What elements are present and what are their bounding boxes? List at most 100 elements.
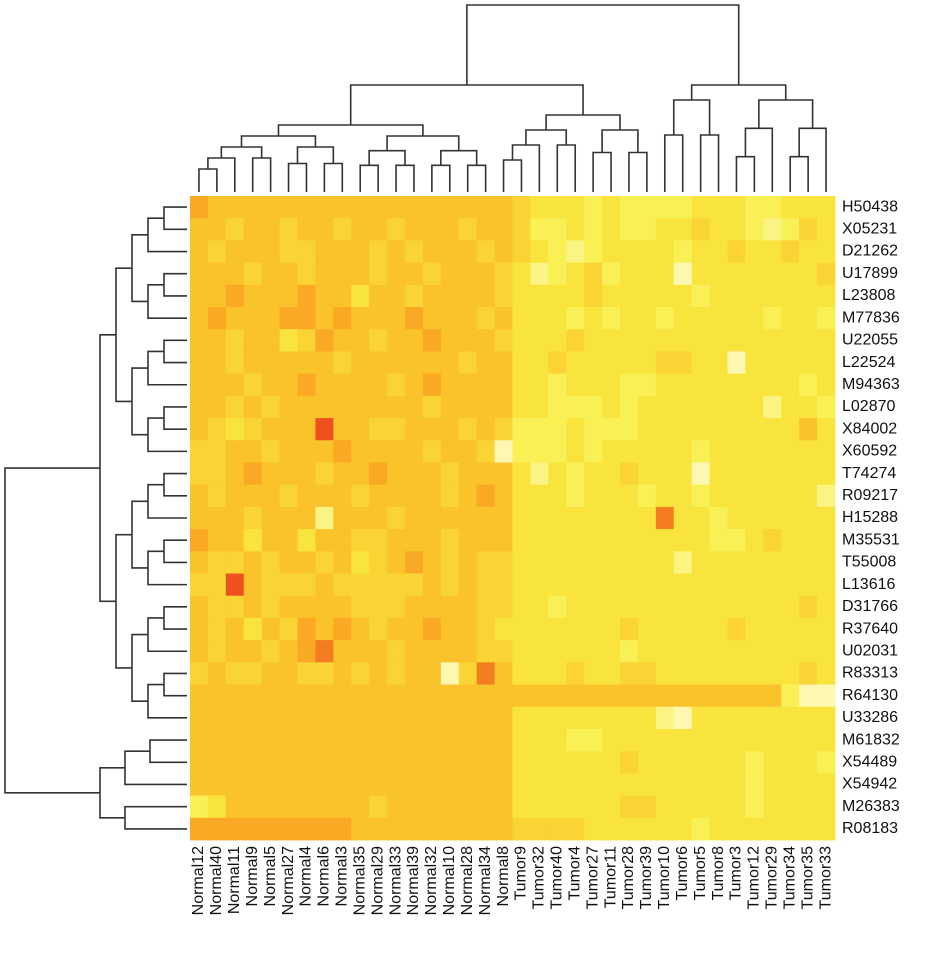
heatmap-cell — [440, 617, 460, 641]
heatmap-cell — [530, 329, 549, 352]
heatmap-cell — [799, 706, 818, 730]
heatmap-cell — [691, 484, 710, 508]
heatmap-cell — [351, 551, 370, 574]
heatmap-cell — [279, 817, 298, 841]
heatmap-cell — [548, 462, 567, 486]
heatmap-cell — [333, 307, 352, 330]
heatmap-cell — [351, 595, 370, 619]
heatmap-cell — [602, 684, 621, 708]
heatmap-cell — [691, 462, 710, 486]
heatmap-cell — [602, 595, 621, 619]
heatmap-cell — [405, 795, 424, 819]
column-label: Tumor5 — [692, 846, 709, 901]
heatmap-cell — [190, 551, 209, 574]
heatmap-cell — [727, 262, 746, 286]
heatmap-cell — [799, 595, 818, 619]
heatmap-cell — [440, 373, 460, 397]
heatmap-cell — [763, 573, 782, 597]
heatmap-cell — [673, 640, 693, 663]
column-label: Tumor6 — [674, 846, 691, 901]
dendrogram-branch — [147, 417, 187, 453]
heatmap-cell — [691, 262, 710, 286]
heatmap-cell — [225, 684, 245, 708]
heatmap-cell — [297, 307, 316, 330]
heatmap-cell — [351, 728, 370, 752]
heatmap-cell — [781, 307, 800, 330]
row-label: R37640 — [842, 620, 898, 637]
heatmap-cell — [476, 440, 495, 463]
heatmap-cell — [709, 218, 728, 241]
heatmap-cell — [333, 373, 352, 397]
heatmap-cell — [243, 706, 263, 730]
heatmap-cell — [207, 728, 227, 752]
heatmap-cell — [494, 418, 513, 441]
heatmap-cell — [440, 662, 460, 685]
heatmap-cell — [315, 329, 334, 352]
heatmap-cell — [799, 795, 818, 819]
heatmap-cell — [602, 617, 621, 641]
column-label: Normal33 — [387, 846, 404, 915]
heatmap-cell — [207, 662, 227, 685]
heatmap-cell — [458, 240, 478, 264]
heatmap-cell — [458, 551, 478, 574]
heatmap-cell — [530, 551, 549, 574]
heatmap-cell — [655, 484, 675, 508]
heatmap-cell — [817, 529, 836, 552]
heatmap-cell — [225, 373, 245, 397]
heatmap-cell — [548, 196, 567, 219]
heatmap-cell — [458, 684, 478, 708]
row-label: L13616 — [842, 576, 895, 593]
heatmap-cell — [387, 795, 406, 819]
heatmap-cell — [369, 262, 388, 286]
heatmap-cell — [781, 351, 800, 375]
heatmap-cell — [548, 617, 567, 641]
heatmap-cell — [458, 506, 478, 530]
heatmap-cell — [440, 773, 460, 796]
heatmap-cell — [637, 351, 657, 375]
dendrogram-branch — [395, 164, 415, 192]
heatmap-cell — [763, 684, 782, 708]
heatmap-cell — [781, 418, 800, 441]
heatmap-cell — [602, 551, 621, 574]
heatmap-cell — [422, 706, 442, 730]
column-label: Tumor9 — [513, 846, 530, 901]
heatmap-cell — [548, 529, 567, 552]
heatmap-cell — [763, 395, 782, 419]
heatmap-cell — [655, 395, 675, 419]
heatmap-cell — [566, 795, 585, 819]
dendrogram-branch — [163, 339, 187, 364]
heatmap-cell — [709, 484, 728, 508]
heatmap-cell — [243, 551, 263, 574]
heatmap-cell — [817, 462, 836, 486]
heatmap-cell — [817, 351, 836, 375]
dendrogram-branch — [349, 84, 584, 125]
heatmap-cell — [637, 617, 657, 641]
heatmap-cell — [225, 218, 245, 241]
heatmap-cell — [405, 529, 424, 552]
heatmap-cell — [225, 640, 245, 663]
heatmap-cell — [566, 617, 585, 641]
heatmap-cell — [243, 329, 263, 352]
heatmap-cell — [745, 706, 764, 730]
heatmap-cell — [799, 418, 818, 441]
heatmap-cell — [709, 240, 728, 264]
heatmap-cell — [315, 595, 334, 619]
heatmap-cell — [799, 218, 818, 241]
heatmap-cell — [530, 617, 549, 641]
heatmap-cell — [727, 773, 746, 796]
heatmap-cell — [261, 351, 280, 375]
heatmap-cell — [602, 640, 621, 663]
heatmap-cell — [655, 351, 675, 375]
heatmap-cell — [691, 506, 710, 530]
heatmap-cell — [333, 262, 352, 286]
heatmap-cell — [440, 506, 460, 530]
heatmap-cell — [655, 440, 675, 463]
column-label: Tumor39 — [638, 846, 655, 910]
heatmap-cell — [763, 506, 782, 530]
heatmap-cell — [494, 529, 513, 552]
heatmap-cell — [422, 351, 442, 375]
heatmap-cell — [261, 795, 280, 819]
heatmap-cell — [405, 751, 424, 774]
heatmap-cell — [387, 617, 406, 641]
